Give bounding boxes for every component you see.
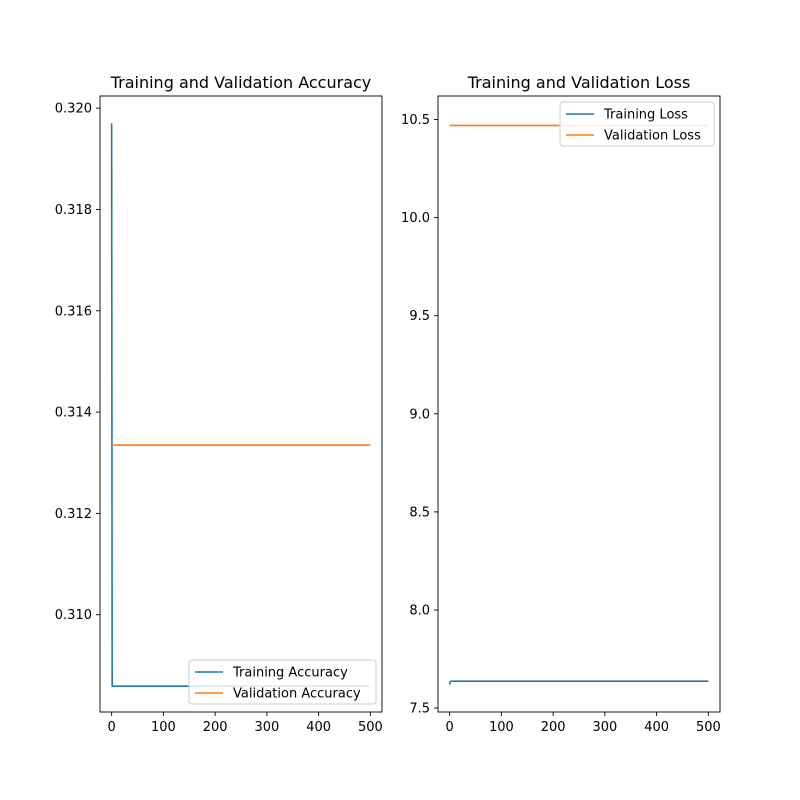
y-tick-label: 0.320 <box>55 102 92 117</box>
series-line-training-accuracy <box>110 123 371 687</box>
legend-box <box>559 101 715 147</box>
x-tick-label: 100 <box>489 720 514 735</box>
y-tick-label: 10.0 <box>401 211 430 226</box>
legend-label: Training Accuracy <box>232 666 348 681</box>
x-tick-label: 500 <box>358 720 383 735</box>
chart-title: Training and Validation Accuracy <box>110 73 372 92</box>
legend-label: Validation Accuracy <box>233 687 361 702</box>
x-tick-label: 300 <box>592 720 617 735</box>
x-tick-label: 200 <box>203 720 228 735</box>
x-tick-label: 300 <box>254 720 279 735</box>
legend: Training Accuracy Validation Accuracy <box>188 659 377 705</box>
y-tick-label: 0.314 <box>55 406 92 421</box>
legend-label: Validation Loss <box>604 129 701 144</box>
x-tick-label: 400 <box>644 720 669 735</box>
y-tick-label: 9.5 <box>409 309 430 324</box>
y-tick-label: 0.316 <box>55 304 92 319</box>
legend: Training Loss Validation Loss <box>559 101 715 147</box>
chart-1: Training and Validation Accuracy 0 100 200 3… <box>55 73 383 735</box>
y-tick-label: 7.5 <box>409 702 430 717</box>
legend-box <box>188 659 377 705</box>
axes-frame <box>99 95 383 713</box>
chart-2: Training and Validation Loss 0 100 200 300 40… <box>401 73 721 735</box>
x-tick-label: 100 <box>151 720 176 735</box>
x-tick-label: 400 <box>306 720 331 735</box>
x-tick-label: 0 <box>446 720 454 735</box>
chart-title: Training and Validation Loss <box>467 73 691 92</box>
legend-label: Training Loss <box>603 108 688 123</box>
x-tick-label: 200 <box>541 720 566 735</box>
y-tick-label: 0.318 <box>55 203 92 218</box>
series-line-training-loss <box>448 680 709 685</box>
x-tick-label: 500 <box>696 720 721 735</box>
y-tick-label: 8.5 <box>409 505 430 520</box>
axes-frame <box>437 95 721 713</box>
y-tick-label: 0.312 <box>55 507 92 522</box>
y-tick-label: 8.0 <box>409 603 430 618</box>
y-tick-label: 9.0 <box>409 407 430 422</box>
y-tick-label: 10.5 <box>401 113 430 128</box>
x-tick-label: 0 <box>108 720 116 735</box>
y-tick-label: 0.310 <box>55 608 92 623</box>
